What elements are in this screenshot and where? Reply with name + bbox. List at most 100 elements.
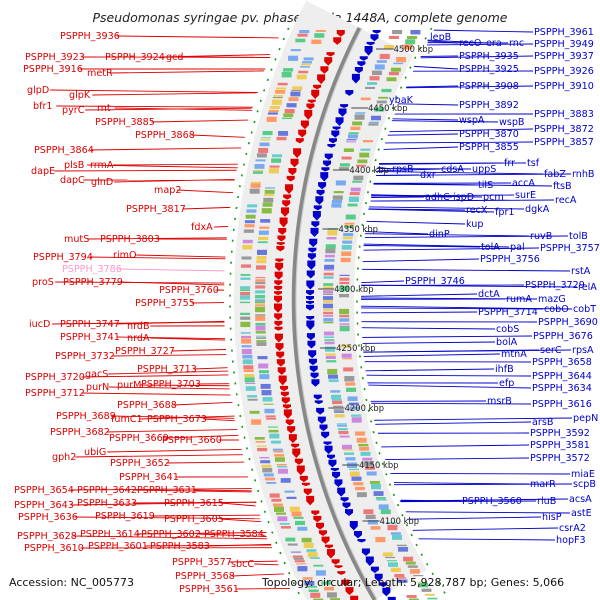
reverse-strand-gene	[331, 559, 340, 565]
feature-segment-lane-3	[385, 556, 396, 559]
forward-strand-gene	[306, 300, 314, 305]
feature-segment-lane-4	[349, 406, 360, 410]
label-connector	[405, 511, 571, 514]
feature-segment-lane-2	[324, 586, 335, 591]
feature-segment-lane-2	[271, 158, 282, 163]
feature-segment-lane-2	[306, 549, 317, 552]
label-connector	[87, 164, 238, 169]
feature-segment-lane-4	[359, 152, 370, 158]
feature-segment-lane-4	[362, 457, 373, 461]
feature-segment-lane-1	[276, 87, 287, 90]
feature-segment-lane-1	[262, 467, 273, 473]
forward-strand-gene	[387, 596, 396, 600]
feature-segment-lane-1	[306, 585, 317, 588]
feature-segment-lane-2	[293, 516, 304, 519]
feature-segment-lane-2	[255, 325, 266, 331]
feature-segment-lane-4	[341, 353, 352, 358]
label-connector	[118, 268, 225, 272]
gene-label-left: rimO	[113, 250, 137, 261]
gene-label-right: PSPPH_3949	[534, 39, 594, 50]
feature-segment-lane-2	[309, 557, 320, 559]
feature-segment-lane-3	[323, 286, 334, 289]
feature-segment-lane-4	[365, 466, 376, 470]
feature-segment-lane-3	[323, 293, 334, 296]
feature-segment-lane-3	[327, 230, 338, 236]
reverse-strand-gene	[317, 74, 326, 85]
feature-segment-lane-3	[331, 199, 342, 204]
feature-segment-lane-2	[272, 154, 283, 158]
feature-segment-lane-4	[339, 294, 350, 298]
feature-segment-lane-4	[396, 56, 407, 63]
label-connector	[109, 386, 230, 390]
feature-segment-lane-4	[342, 240, 353, 244]
label-connector	[368, 208, 466, 211]
feature-segment-lane-4	[386, 77, 397, 82]
feature-segment-lane-4	[386, 522, 397, 524]
feature-segment-lane-4	[369, 480, 380, 484]
feature-segment-lane-2	[256, 342, 267, 346]
label-connector	[54, 169, 237, 172]
genome-backbone-highlight	[295, 27, 378, 600]
label-connector	[136, 532, 267, 535]
feature-segment-lane-1	[247, 398, 258, 401]
feature-segment-lane-3	[323, 315, 334, 317]
gene-label-right: rnhB	[572, 169, 595, 180]
feature-segment-lane-1	[268, 109, 279, 113]
label-connector	[74, 516, 261, 520]
gene-label-right: bolA	[496, 337, 518, 348]
feature-segment-lane-1	[241, 348, 252, 355]
reverse-strand-gene	[275, 258, 284, 263]
label-connector	[414, 65, 459, 70]
feature-segment-lane-1	[293, 557, 304, 560]
feature-segment-lane-1	[273, 95, 284, 97]
forward-strand-gene	[314, 400, 323, 405]
reverse-strand-gene	[303, 488, 312, 496]
forward-strand-gene	[327, 454, 335, 460]
forward-strand-gene	[340, 104, 349, 108]
feature-segment-lane-1	[241, 335, 251, 339]
feature-segment-lane-1	[253, 169, 264, 172]
feature-segment-lane-1	[240, 274, 251, 276]
forward-strand-gene	[312, 211, 321, 221]
feature-segment-lane-4	[344, 226, 355, 228]
label-connector	[114, 107, 253, 111]
label-connector	[206, 543, 272, 547]
gene-label-left: PSPPH_3703	[141, 379, 201, 390]
feature-segment-lane-4	[363, 461, 374, 467]
reverse-strand-gene	[288, 434, 297, 444]
feature-segment-lane-2	[315, 570, 326, 576]
feature-segment-lane-4	[356, 164, 367, 167]
feature-segment-lane-2	[280, 478, 291, 483]
feature-segment-lane-2	[256, 335, 267, 337]
feature-segment-lane-1	[260, 137, 271, 139]
feature-segment-lane-1	[304, 580, 315, 586]
kbp-tick-label: 4350 kbp	[339, 224, 378, 234]
label-connector	[373, 182, 553, 187]
label-connector	[399, 498, 569, 502]
forward-strand-gene	[327, 143, 336, 148]
gene-label-right: PSPPH_3616	[532, 399, 592, 410]
gene-label-right: dinP	[429, 229, 450, 240]
genome-backbone	[291, 26, 377, 600]
feature-segment-lane-3	[337, 424, 348, 427]
feature-segment-lane-3	[323, 272, 334, 276]
feature-segment-lane-3	[331, 394, 342, 399]
feature-segment-lane-2	[255, 299, 265, 302]
feature-segment-lane-1	[240, 312, 251, 316]
label-connector	[376, 173, 572, 176]
feature-segment-lane-2	[277, 465, 288, 468]
feature-segment-lane-2	[269, 433, 280, 439]
gene-label-right: PSPPH_3935	[459, 51, 519, 62]
feature-segment-lane-4	[350, 187, 361, 192]
feature-segment-lane-2	[256, 255, 267, 260]
gene-label-left: gacS	[85, 369, 108, 380]
forward-strand-gene	[318, 182, 327, 190]
gene-label-left: sbcC	[231, 559, 254, 570]
label-connector	[366, 220, 466, 225]
reverse-strand-gene	[275, 343, 284, 352]
gene-label-right: ybaK	[389, 95, 414, 106]
reverse-strand-gene	[282, 200, 291, 207]
feature-segment-lane-3	[326, 237, 337, 240]
label-connector-lines	[50, 29, 578, 590]
gene-label-left: glnD	[91, 177, 113, 188]
